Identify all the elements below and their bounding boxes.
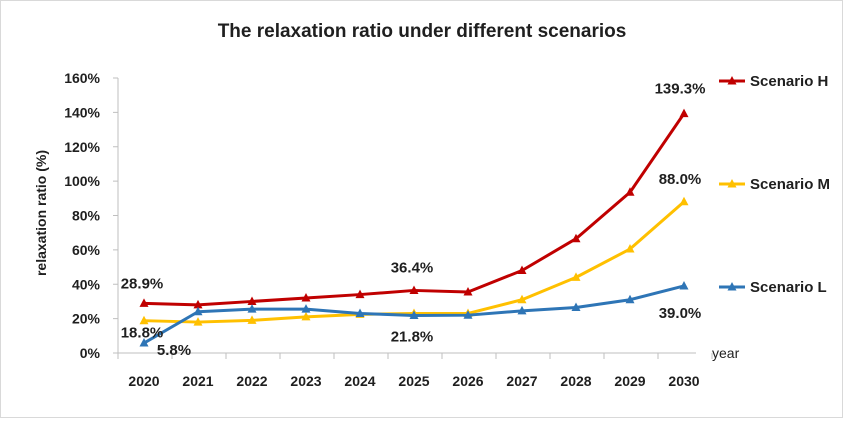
data-point-marker (571, 272, 581, 281)
data-point-marker (139, 298, 149, 307)
data-point-marker (679, 108, 689, 118)
data-point-marker (139, 315, 149, 325)
x-tick-label: 2023 (290, 373, 321, 389)
data-point-marker (625, 294, 635, 304)
data-label: 36.4% (391, 259, 434, 276)
y-tick-label: 80% (72, 208, 101, 224)
legend-label: Scenario H (750, 73, 828, 90)
x-axis-ticks: 2020 2021 2022 2023 2024 2025 2026 2027 2028 2029… (117, 353, 713, 389)
y-tick-label: 0% (80, 345, 101, 361)
data-point-marker (355, 289, 365, 299)
data-label: 139.3% (655, 81, 706, 98)
data-label: 39.0% (659, 305, 702, 322)
y-axis-ticks: 0% 20% 40% 60% 80% 100% 120% 140% 160% (64, 70, 118, 361)
data-point-marker (517, 294, 527, 304)
data-label: 88.0% (659, 171, 702, 188)
legend-marker (727, 282, 737, 291)
data-point-marker (247, 304, 257, 313)
data-point-marker (571, 233, 581, 243)
data-point-marker (139, 338, 149, 347)
data-point-marker (301, 304, 311, 313)
legend-item-scenario-m: Scenario M (719, 176, 830, 193)
data-point-marker (679, 280, 689, 290)
data-point-marker (571, 302, 581, 311)
legend-marker (727, 179, 737, 188)
x-tick-label: 2022 (236, 373, 267, 389)
series-scenario-l (139, 280, 689, 347)
data-point-marker (463, 286, 473, 296)
data-point-marker (463, 310, 473, 319)
data-point-marker (301, 311, 311, 321)
data-point-marker (679, 196, 689, 206)
data-point-marker (409, 310, 419, 320)
y-tick-label: 100% (64, 173, 100, 189)
data-point-marker (625, 244, 635, 253)
data-point-marker (409, 285, 419, 294)
y-tick-label: 60% (72, 242, 101, 258)
series-layer (139, 108, 689, 347)
y-tick-label: 40% (72, 276, 101, 292)
x-tick-label: 2021 (182, 373, 213, 389)
data-point-marker (517, 305, 527, 315)
y-tick-label: 120% (64, 139, 100, 155)
data-label: 28.9% (121, 275, 164, 292)
y-axis-label: relaxation ratio (%) (33, 150, 49, 276)
x-tick-label: 2020 (128, 373, 159, 389)
data-point-marker (193, 299, 203, 309)
x-tick-label: 2030 (668, 373, 699, 389)
y-tick-label: 160% (64, 70, 100, 86)
data-point-marker (301, 293, 311, 302)
data-point-marker (247, 296, 257, 305)
y-tick-label: 20% (72, 311, 101, 327)
x-tick-label: 2026 (452, 373, 483, 389)
x-tick-label: 2028 (560, 373, 591, 389)
x-tick-label: 2027 (506, 373, 537, 389)
data-point-marker (193, 306, 203, 316)
data-label: 21.8% (391, 329, 434, 346)
data-label: 5.8% (157, 342, 191, 359)
legend-marker (727, 76, 737, 85)
chart-title: The relaxation ratio under different sce… (218, 21, 627, 42)
x-axis-label: year (712, 345, 740, 361)
legend-item-scenario-l: Scenario L (719, 279, 827, 296)
data-point-marker (247, 315, 257, 324)
data-label: 18.8% (121, 325, 164, 342)
data-point-marker (517, 265, 527, 274)
x-tick-label: 2025 (398, 373, 429, 389)
x-tick-label: 2024 (344, 373, 375, 389)
legend-label: Scenario L (750, 279, 827, 296)
data-point-marker (193, 317, 203, 326)
legend-item-scenario-h: Scenario H (719, 73, 828, 90)
data-point-marker (355, 308, 365, 317)
data-point-marker (625, 187, 635, 196)
y-tick-label: 140% (64, 104, 100, 120)
legend: Scenario H Scenario M Scenario L (719, 73, 830, 296)
x-tick-label: 2029 (614, 373, 645, 389)
data-labels: 28.9% 36.4% 139.3% 18.8% 88.0% 5.8% 21.8% 39.0% (121, 81, 706, 359)
series-scenario-h (139, 108, 689, 309)
legend-label: Scenario M (750, 176, 830, 193)
